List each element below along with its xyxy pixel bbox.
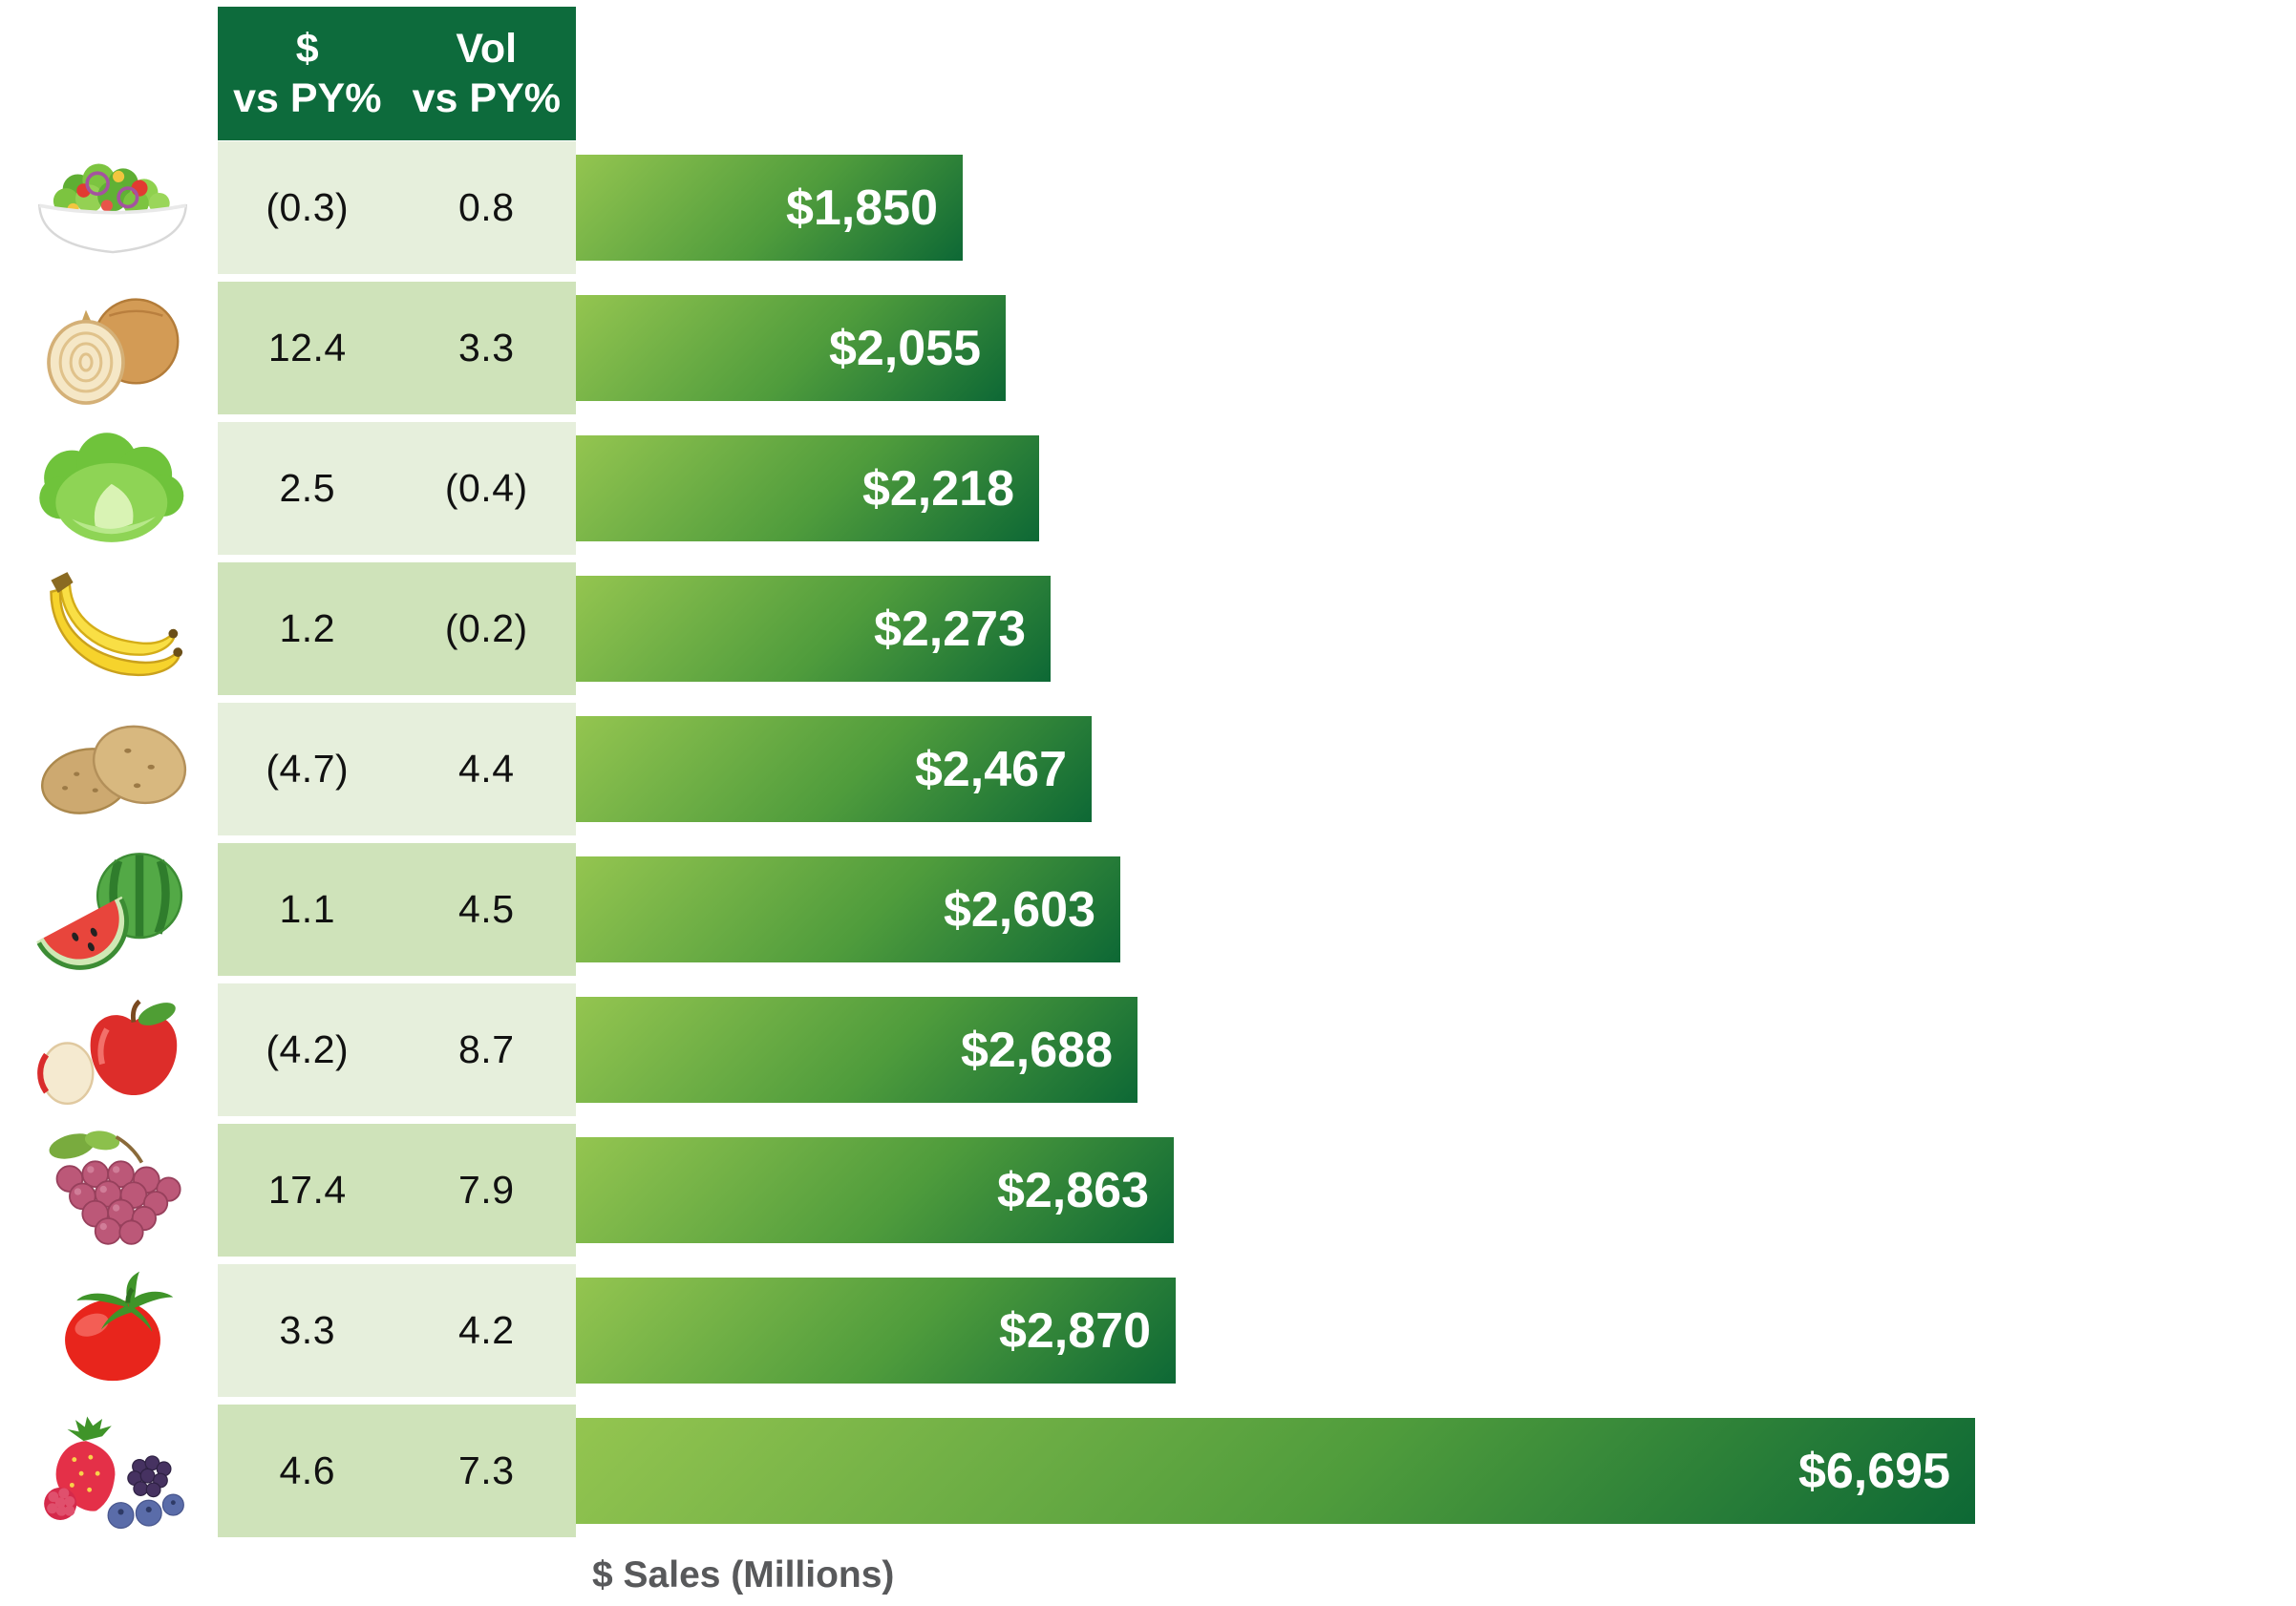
table-header: $ vs PY% Vol vs PY% <box>218 7 576 140</box>
row-tomatoes: 3.3 4.2 $2,870 <box>0 1264 2296 1405</box>
sales-bar: $2,467 <box>576 716 1092 822</box>
dollar-vs-py-column-header: $ vs PY% <box>218 24 397 124</box>
dollar-change-value: 2.5 <box>279 466 335 510</box>
bar-value-label: $2,467 <box>914 741 1067 797</box>
sales-bar: $2,863 <box>576 1137 1174 1243</box>
dollar-change-value: (4.7) <box>266 747 350 791</box>
salad-icon <box>14 143 210 274</box>
sales-bar: $2,870 <box>576 1278 1176 1384</box>
apple-icon <box>14 985 210 1116</box>
banana-icon <box>14 564 210 695</box>
lettuce-icon <box>14 424 210 555</box>
dollar-change-value: 12.4 <box>267 326 347 370</box>
vol-vs-py-column-header: Vol vs PY% <box>397 24 577 124</box>
volume-change-value: 3.3 <box>458 326 515 370</box>
row-watermelon: 1.1 4.5 $2,603 <box>0 843 2296 983</box>
volume-change-value: 0.8 <box>458 185 515 229</box>
dollar-change-value: 4.6 <box>279 1448 335 1492</box>
row-lettuce: 2.5 (0.4) $2,218 <box>0 422 2296 562</box>
bar-value-label: $2,688 <box>960 1022 1113 1078</box>
row-potatoes: (4.7) 4.4 $2,467 <box>0 703 2296 843</box>
dollar-change-value: (4.2) <box>266 1027 350 1071</box>
sales-bar: $1,850 <box>576 155 963 261</box>
row-grapes: 17.4 7.9 $2,863 <box>0 1124 2296 1264</box>
onion-icon <box>14 284 210 414</box>
sales-bar: $2,218 <box>576 435 1039 541</box>
bar-value-label: $6,695 <box>1797 1443 1950 1499</box>
row-salad: (0.3) 0.8 $1,850 <box>0 141 2296 282</box>
sales-bar: $2,273 <box>576 576 1051 682</box>
dollar-change-value: (0.3) <box>266 185 350 229</box>
dollar-change-value: 3.3 <box>279 1308 335 1352</box>
volume-change-value: 7.9 <box>458 1168 515 1212</box>
tomato-icon <box>14 1266 210 1397</box>
bar-value-label: $2,055 <box>828 320 981 376</box>
sales-bar: $2,688 <box>576 997 1137 1103</box>
bar-value-label: $2,603 <box>943 881 1095 938</box>
volume-change-value: 4.4 <box>458 747 515 791</box>
volume-change-value: (0.2) <box>444 606 528 650</box>
sales-bar: $2,055 <box>576 295 1006 401</box>
dollar-change-value: 1.2 <box>279 606 335 650</box>
bar-value-label: $1,850 <box>785 180 938 236</box>
row-berries: 4.6 7.3 $6,695 <box>0 1405 2296 1545</box>
berries-icon <box>14 1406 210 1537</box>
bar-value-label: $2,870 <box>998 1302 1151 1359</box>
vol-header-line2: vs PY% <box>412 75 561 121</box>
vol-header-line1: Vol <box>456 25 518 72</box>
x-axis-label: $ Sales (Millions) <box>592 1554 895 1595</box>
sales-bar: $6,695 <box>576 1418 1975 1524</box>
row-onions: 12.4 3.3 $2,055 <box>0 282 2296 422</box>
potato-icon <box>14 705 210 835</box>
grapes-icon <box>14 1126 210 1257</box>
sales-bar: $2,603 <box>576 856 1120 962</box>
bar-value-label: $2,273 <box>873 601 1026 657</box>
volume-change-value: 4.2 <box>458 1308 515 1352</box>
dollar-header-line2: vs PY% <box>233 75 382 121</box>
bar-value-label: $2,863 <box>996 1162 1149 1218</box>
dollar-header-line1: $ <box>295 25 319 72</box>
volume-change-value: (0.4) <box>444 466 528 510</box>
volume-change-value: 7.3 <box>458 1448 515 1492</box>
dollar-change-value: 17.4 <box>267 1168 347 1212</box>
bar-value-label: $2,218 <box>861 460 1014 517</box>
volume-change-value: 8.7 <box>458 1027 515 1071</box>
dollar-change-value: 1.1 <box>279 887 335 931</box>
row-bananas: 1.2 (0.2) $2,273 <box>0 562 2296 703</box>
row-apples: (4.2) 8.7 $2,688 <box>0 983 2296 1124</box>
watermelon-icon <box>14 845 210 976</box>
table-rows: (0.3) 0.8 $1,850 <box>0 141 2296 1545</box>
volume-change-value: 4.5 <box>458 887 515 931</box>
